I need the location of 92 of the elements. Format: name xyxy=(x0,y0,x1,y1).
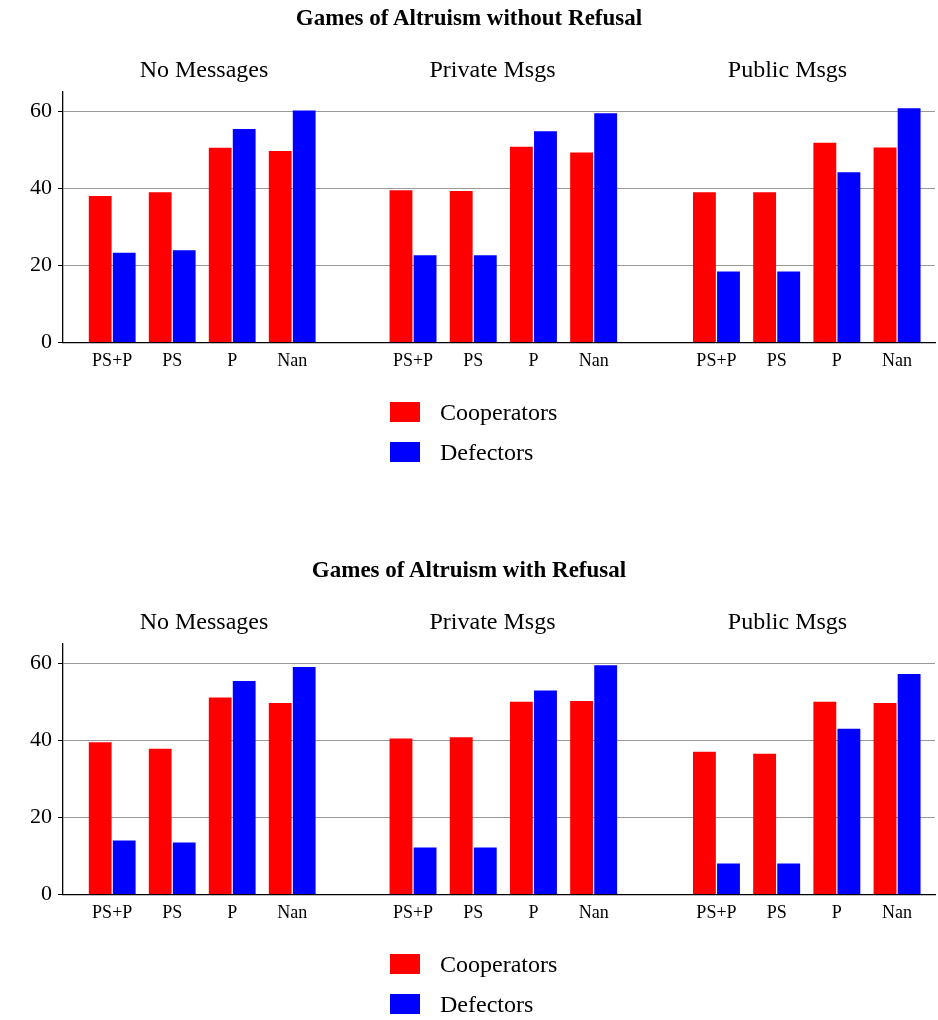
chart-title: Games of Altruism with Refusal xyxy=(310,557,628,583)
bar xyxy=(717,863,740,894)
bar xyxy=(777,863,801,894)
x-tick-label: PS xyxy=(463,901,484,922)
bar xyxy=(837,172,861,342)
bar xyxy=(389,738,413,894)
x-tick-label: Nan xyxy=(578,901,609,922)
bar xyxy=(873,702,897,894)
bar xyxy=(534,131,557,342)
y-tick-label: 20 xyxy=(30,803,52,829)
x-tick-label: PS+P xyxy=(392,349,434,370)
bar xyxy=(473,847,497,894)
bar xyxy=(292,110,316,342)
bar xyxy=(692,192,716,342)
legend-label: Cooperators xyxy=(440,950,558,978)
legend-label: Defectors xyxy=(440,990,534,1018)
bar xyxy=(570,152,594,342)
x-tick-label: P xyxy=(528,901,539,922)
legend-label: Cooperators xyxy=(440,398,558,426)
bar xyxy=(148,192,172,342)
y-tick-label: 0 xyxy=(41,880,52,906)
chart-subtitle: No Messages xyxy=(138,56,270,83)
bar xyxy=(534,690,557,894)
x-tick-label: PS+P xyxy=(696,901,737,922)
bar xyxy=(509,146,533,342)
bar xyxy=(88,196,112,342)
chart-subtitle: Private Msgs xyxy=(428,56,557,83)
x-tick-label: P xyxy=(831,349,842,370)
bar xyxy=(172,842,196,894)
x-tick-label: PS+P xyxy=(392,901,434,922)
bar xyxy=(473,255,497,342)
bar xyxy=(389,190,413,342)
x-tick-label: Nan xyxy=(277,901,308,922)
bar xyxy=(88,742,112,894)
bar xyxy=(753,192,777,342)
x-tick-label: PS xyxy=(162,349,183,370)
bar xyxy=(873,147,897,342)
bar xyxy=(292,667,316,894)
bar xyxy=(112,840,136,894)
x-tick-label: PS xyxy=(162,901,183,922)
bar xyxy=(717,271,740,342)
bar xyxy=(112,252,136,342)
x-tick-label: P xyxy=(227,349,238,370)
bar xyxy=(268,150,292,342)
x-tick-label: PS+P xyxy=(92,349,133,370)
bar xyxy=(897,674,921,894)
chart-subtitle: No Messages xyxy=(138,608,270,635)
x-tick-label: PS xyxy=(766,349,787,370)
chart-subtitle: Public Msgs xyxy=(726,608,849,635)
bar xyxy=(777,271,801,342)
x-tick-label: PS+P xyxy=(92,901,133,922)
bar xyxy=(413,255,437,342)
chart-subtitle: Public Msgs xyxy=(726,56,849,83)
y-tick-label: 40 xyxy=(30,174,52,200)
bar xyxy=(449,737,473,894)
bar xyxy=(570,701,594,894)
x-tick-label: PS xyxy=(463,349,484,370)
bar xyxy=(268,702,292,894)
bar xyxy=(509,701,533,894)
bar xyxy=(449,191,473,342)
y-tick-label: 0 xyxy=(41,328,52,354)
bar xyxy=(208,147,232,342)
bar xyxy=(837,728,861,894)
chart-subtitle: Private Msgs xyxy=(428,608,557,635)
bar xyxy=(148,748,172,894)
bar xyxy=(208,697,232,894)
bar xyxy=(594,665,618,894)
y-tick-label: 20 xyxy=(30,251,52,277)
y-tick-label: 40 xyxy=(30,726,52,752)
x-tick-label: P xyxy=(831,901,842,922)
y-tick-label: 60 xyxy=(30,649,52,675)
bar xyxy=(753,753,777,894)
x-tick-label: Nan xyxy=(882,901,913,922)
bar xyxy=(172,250,196,342)
y-tick-label: 60 xyxy=(30,97,52,123)
x-tick-label: Nan xyxy=(578,349,609,370)
bar xyxy=(232,680,256,894)
bar xyxy=(594,113,618,342)
chart-title: Games of Altruism without Refusal xyxy=(294,5,644,31)
x-tick-label: P xyxy=(227,901,238,922)
bar xyxy=(232,128,256,342)
x-tick-label: P xyxy=(528,349,539,370)
bar xyxy=(413,847,437,894)
bar xyxy=(813,701,837,894)
x-tick-label: Nan xyxy=(277,349,308,370)
x-tick-label: PS+P xyxy=(696,349,737,370)
bar xyxy=(692,751,716,894)
legend-label: Defectors xyxy=(440,438,534,466)
bar xyxy=(813,142,837,342)
x-tick-label: Nan xyxy=(882,349,913,370)
x-tick-label: PS xyxy=(766,901,787,922)
bar xyxy=(897,108,921,342)
